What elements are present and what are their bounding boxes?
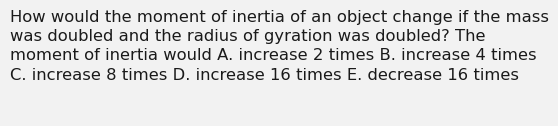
Text: How would the moment of inertia of an object change if the mass
was doubled and : How would the moment of inertia of an ob… bbox=[10, 10, 549, 83]
